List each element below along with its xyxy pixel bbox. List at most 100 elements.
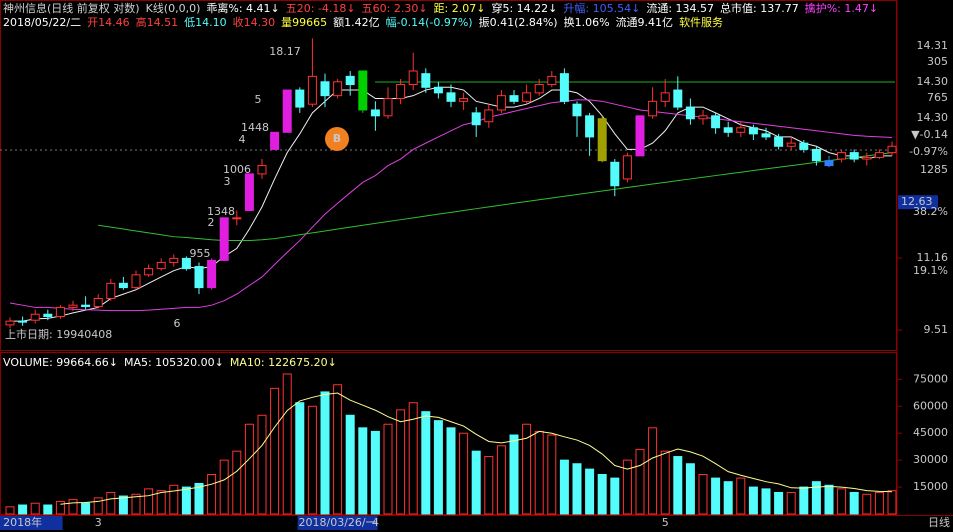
candle-body (786, 142, 796, 147)
annotation: 5 (255, 93, 262, 106)
cursor-date-box (0, 516, 63, 530)
header-line: 2018/05/22/二 开14.46 高14.51 低14.10 收14.30 量996… (3, 15, 723, 29)
header-item: 幅-0.14(-0.97%) (386, 16, 473, 29)
candle-body (547, 75, 557, 86)
candle-body (421, 73, 431, 88)
y-tick-label: 15000 (913, 480, 948, 493)
x-tick-label: 4 (372, 516, 379, 529)
candle-body (345, 75, 355, 86)
volume-bar (43, 504, 53, 515)
volume-bar (169, 484, 179, 515)
header-item: 收14.30 (233, 15, 276, 29)
volume-bar (673, 456, 683, 515)
y-tick-label: 11.16 (917, 251, 949, 264)
header-item: 距: 2.07↓ (434, 2, 486, 15)
header-item: 五20: -4.18↓ (286, 2, 356, 15)
header-item: 总市值: 137.77 (720, 1, 799, 15)
volume-bar (131, 493, 141, 515)
volume-bar (635, 448, 645, 515)
candle-body (18, 320, 28, 323)
volume-bar (257, 414, 267, 515)
header-item: VOLUME: 99664.66↓ (3, 356, 118, 369)
volume-bar (333, 384, 343, 515)
header-item: 流通: 134.57 (646, 1, 714, 15)
volume-bar (698, 474, 708, 515)
candle-body (131, 274, 141, 289)
volume-bar (723, 481, 733, 515)
volume-bar (547, 434, 557, 515)
header-item: 2018/05/22/二 (3, 16, 81, 29)
volume-bar (522, 423, 532, 515)
candle-body (534, 84, 544, 94)
volume-bar (648, 427, 658, 515)
volume-bar (232, 450, 242, 515)
candle-body (572, 103, 582, 117)
volume-bar (446, 427, 456, 515)
x-tick-label: 2018/03/26/一 (299, 516, 377, 529)
y-tick-label: 60000 (913, 399, 948, 412)
candle-body (685, 106, 695, 120)
candle-body (43, 313, 53, 318)
annotation: 2 (208, 216, 215, 229)
buy-marker (325, 127, 349, 151)
candle-body (383, 97, 393, 117)
candle-body (698, 115, 708, 120)
candle-body (761, 133, 771, 138)
volume-bar (862, 493, 872, 515)
volume-bar (786, 491, 796, 515)
header-item: 开14.46 (87, 16, 130, 29)
y-tick-label: 30000 (913, 453, 948, 466)
candle-body (358, 70, 368, 111)
candle-body (874, 152, 884, 158)
axis-note: ▼-0.14 (911, 128, 948, 141)
cursor-date-box (297, 516, 378, 530)
candle-body (219, 217, 229, 261)
candle-body (207, 259, 217, 289)
volume-bar (774, 491, 784, 515)
axis-note: 1285 (920, 163, 948, 176)
header-item: 流通9.41亿 (616, 15, 674, 29)
annotation: 1348 (207, 205, 235, 218)
candle-body (68, 304, 78, 308)
volume-bar (18, 504, 28, 515)
volume-bar (93, 497, 103, 515)
candle-body (30, 313, 40, 321)
candle-body (307, 75, 317, 105)
volume-bar (295, 402, 305, 515)
candle-body (156, 261, 166, 270)
volume-bar (118, 495, 128, 515)
ma-line (60, 392, 893, 505)
candle-body (837, 152, 847, 160)
volume-bar (408, 402, 418, 515)
candle-body (169, 257, 179, 263)
volume-bar (622, 459, 632, 515)
x-tick-label: 2018年 (3, 515, 42, 529)
candle-body (106, 282, 116, 300)
annotation: B (333, 132, 341, 145)
candle-body (635, 115, 645, 157)
axis-note: 14.31 (917, 39, 949, 52)
volume-bar (559, 459, 569, 515)
candle-body (471, 112, 481, 126)
candle-body (5, 320, 15, 326)
header-item: 振0.41(2.84%) (479, 15, 558, 29)
ma-line (10, 86, 892, 322)
axis-note: -0.97% (909, 145, 948, 158)
y-tick-label: 75000 (913, 372, 948, 385)
annotation: 1448 (241, 121, 269, 134)
axis-note: 14.30 (917, 111, 949, 124)
candle-body (887, 145, 897, 154)
volume-bar (471, 450, 481, 515)
volume-bar (887, 490, 897, 515)
volume-bar (824, 484, 834, 515)
volume-bar (55, 500, 65, 515)
candle-body (622, 155, 632, 180)
candle-body (824, 160, 834, 167)
candle-body (270, 131, 280, 150)
candle-body (673, 89, 683, 108)
candle-body (484, 109, 494, 123)
volume-bar (421, 411, 431, 515)
volume-bar (219, 459, 229, 515)
annotation: 18.17 (269, 45, 301, 58)
